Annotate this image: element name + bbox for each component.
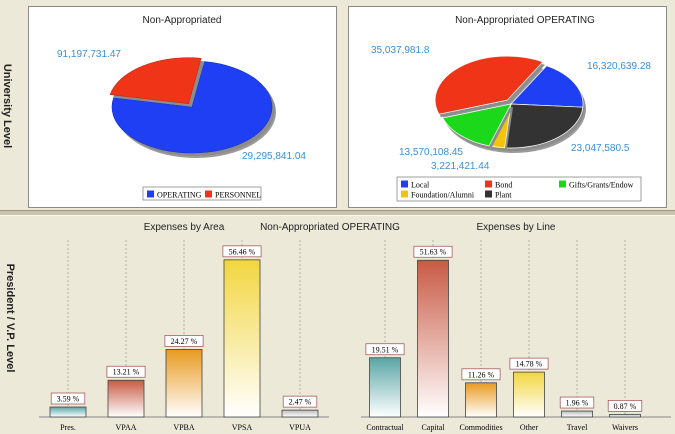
bar2-tick-vpsa: VPSA xyxy=(232,423,253,432)
section-divider xyxy=(0,210,675,216)
pie2-legend-plant: Plant xyxy=(495,191,512,200)
pie2-slice-bond xyxy=(434,55,544,115)
bar3-tick-commodities: Commodities xyxy=(459,423,502,432)
bar3-bar-travel xyxy=(561,410,593,418)
bar3-bar-waivers xyxy=(609,413,641,418)
bottom-title: Non-Appropriated OPERATING xyxy=(260,222,400,233)
bar2-tick-vpba: VPBA xyxy=(173,423,195,432)
pie-chart-operating: Non-Appropriated OPERATING 16,320,639.28 2… xyxy=(371,15,651,202)
pie2-legend-box xyxy=(396,176,642,202)
pie2-slice-gifts-grants-endow xyxy=(442,103,512,147)
pie-chart-non-appropriated: Non-Appropriated 91,197,731.47 29,295,841.… xyxy=(57,15,306,201)
bar2-data-label-pres: 3.59 % xyxy=(57,395,80,404)
bar3-bar-contractual xyxy=(369,357,401,418)
bar3-tick-capital: Capital xyxy=(421,423,445,432)
university-level-label: University Level xyxy=(1,63,13,149)
bar2-bar-vpsa xyxy=(223,259,261,418)
bar2-bar-vpaa xyxy=(107,379,145,418)
bar3-tick-waivers: Waivers xyxy=(612,423,638,432)
pie2-slice-local xyxy=(510,65,584,108)
bar3-tick-travel: Travel xyxy=(567,423,588,432)
pie2-title: Non-Appropriated OPERATING xyxy=(455,15,595,26)
pie1-label-operating: 91,197,731.47 xyxy=(57,49,121,60)
bar2-tick-vpaa: VPAA xyxy=(115,423,136,432)
bar3-data-label-contractual: 19.51 % xyxy=(372,345,399,354)
pie1-label-personnel: 29,295,841.04 xyxy=(242,151,306,162)
pie2-label-gifts-grants-endow: 13,570,108.45 xyxy=(399,147,463,158)
bar3-data-label-box-waivers xyxy=(607,400,643,412)
pie1-title: Non-Appropriated xyxy=(143,15,222,26)
bar3-data-label-commodities: 11.26 % xyxy=(468,370,495,379)
bar3-tick-other: Other xyxy=(520,423,539,432)
bar3-bar-capital xyxy=(417,259,449,418)
bar3-data-label-box-travel xyxy=(559,396,595,409)
bar3-data-label-box-commodities xyxy=(461,368,501,381)
pie2-label-bond: 35,037,981.8 xyxy=(371,45,430,56)
pie1-legend-box xyxy=(142,186,262,201)
bar-charts-area: Non-Appropriated OPERATING Expenses by Ar… xyxy=(39,222,671,432)
bar2-data-label-box-vpua xyxy=(282,395,318,408)
bar3-tick-contractual: Contractual xyxy=(366,423,404,432)
pie2-legend-foundation-alumni: Foundation/Alumni xyxy=(411,191,475,200)
pie2-legend: Local Bond Gifts/Grants/Endow Foundation/Al… xyxy=(396,176,642,202)
pie2-legend-swatch-bond xyxy=(485,180,492,188)
pie2-legend-gifts-grants-endow: Gifts/Grants/Endow xyxy=(569,181,634,190)
bar3-data-label-waivers: 0.87 % xyxy=(614,402,637,411)
bar2-title: Expenses by Area xyxy=(144,222,225,233)
bar3-data-label-capital: 51.63 % xyxy=(420,248,447,257)
bar3-data-label-other: 14.78 % xyxy=(516,360,543,369)
bar2-tick-pres: Pres. xyxy=(60,423,76,432)
bar2-tick-vpua: VPUA xyxy=(289,423,311,432)
bar3-data-label-box-contractual xyxy=(365,343,405,356)
bar2-data-label-vpba: 24.27 % xyxy=(171,337,198,346)
pie2-legend-local: Local xyxy=(411,181,430,190)
pie-panel-non-appropriated: Non-Appropriated 91,197,731.47 29,295,841.… xyxy=(28,6,337,208)
bar3-data-label-box-other xyxy=(509,357,549,370)
pie2-legend-swatch-plant xyxy=(485,190,492,198)
pie2-label-local: 16,320,639.28 xyxy=(587,61,651,72)
bar2-bar-vpua xyxy=(281,409,319,418)
bar2-data-label-box-pres xyxy=(50,392,86,405)
pie1-legend: OPERATING PERSONNEL xyxy=(142,186,262,201)
pie1-legend-personnel: PERSONNEL xyxy=(215,191,261,200)
pie2-legend-swatch-local xyxy=(401,180,408,188)
bar3-bar-commodities xyxy=(465,382,497,418)
bar2-bar-pres xyxy=(49,406,87,418)
pie2-legend-bond: Bond xyxy=(495,181,512,190)
bar3-data-label-travel: 1.96 % xyxy=(566,399,589,408)
pie2-label-foundation-alumni: 3,221,421.44 xyxy=(431,161,490,172)
pie2-legend-swatch-foundation-alumni xyxy=(401,190,408,198)
bar2-bar-vpba xyxy=(165,349,203,418)
bar2-data-label-box-vpaa xyxy=(106,365,146,378)
pie1-slice-personnel xyxy=(109,57,202,105)
bar3-bar-other xyxy=(513,371,545,418)
bar2-data-label-vpua: 2.47 % xyxy=(289,398,312,407)
pie1-slice-operating xyxy=(111,61,273,154)
pie2-label-plant: 23,047,580.5 xyxy=(571,143,630,154)
bar2-data-label-vpaa: 13.21 % xyxy=(113,368,140,377)
bar3-data-label-box-capital xyxy=(413,245,453,258)
bar2-data-label-vpsa: 56.46 % xyxy=(229,247,256,256)
bar2-data-label-box-vpsa xyxy=(222,245,262,258)
bar3-title: Expenses by Line xyxy=(477,222,556,233)
pie1-legend-swatch-operating xyxy=(147,190,154,198)
bar2-data-label-box-vpba xyxy=(164,335,204,347)
pie1-legend-swatch-personnel xyxy=(205,190,212,198)
pie2-slice-plant xyxy=(504,103,584,149)
pie2-legend-swatch-gifts-grants-endow xyxy=(559,180,566,188)
pie-panel-operating: Non-Appropriated OPERATING 16,320,639.28 2… xyxy=(348,6,667,208)
pie1-legend-operating: OPERATING xyxy=(157,191,202,200)
